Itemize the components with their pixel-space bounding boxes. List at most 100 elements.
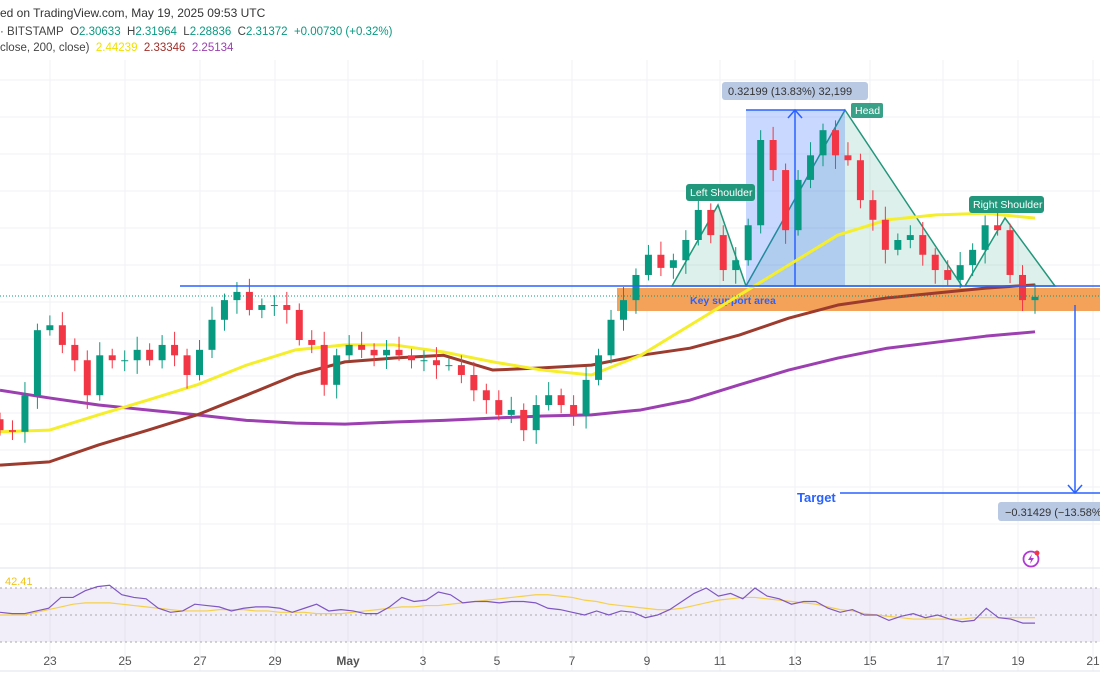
close-label: C — [237, 26, 246, 38]
candle — [196, 340, 204, 381]
time-axis[interactable]: 23 25 27 29 May 3 5 7 9 11 13 15 17 19 21 — [43, 654, 1100, 668]
candle — [495, 390, 503, 421]
candle-body — [8, 430, 16, 432]
candles — [0, 120, 1039, 444]
candle-body — [482, 390, 490, 401]
candle — [0, 412, 4, 436]
candle-body — [158, 344, 166, 361]
candle-body — [333, 355, 341, 385]
x-tick-label: 11 — [714, 654, 727, 668]
candle — [831, 120, 839, 169]
x-tick-label: 19 — [1011, 654, 1025, 668]
candle-body — [619, 300, 627, 320]
candle-body — [445, 365, 453, 367]
candle-body — [507, 409, 515, 415]
candle-body — [919, 235, 927, 255]
candle — [133, 336, 141, 374]
measure-arrowhead-icon — [787, 108, 803, 119]
candle-body — [944, 270, 952, 280]
candle — [71, 338, 79, 372]
candle — [8, 420, 16, 441]
candle — [333, 348, 341, 399]
candle — [507, 396, 515, 424]
candle-body — [320, 344, 328, 385]
candle — [644, 244, 652, 281]
candle — [757, 130, 765, 234]
candle-body — [582, 379, 590, 415]
candle-body — [881, 219, 889, 250]
candle-body — [682, 240, 690, 261]
candle — [408, 348, 416, 369]
candle-body — [1019, 274, 1027, 301]
grid — [0, 60, 1100, 671]
left-shoulder-label-box — [686, 184, 755, 201]
candle-body — [931, 254, 939, 271]
candle — [607, 309, 615, 364]
ma200-value: 2.25134 — [191, 42, 234, 54]
candle-body — [220, 300, 228, 320]
target-measure-label: −0.31429 (−13.58%) — [1005, 507, 1100, 519]
candle — [807, 142, 815, 189]
x-tick-label: 21 — [1086, 654, 1100, 668]
candle — [619, 287, 627, 331]
candle — [482, 383, 490, 414]
candle-body — [769, 140, 777, 171]
candle — [669, 253, 677, 279]
candle-body — [457, 365, 465, 375]
candle-body — [545, 395, 553, 406]
candle-body — [295, 309, 303, 341]
candle — [657, 241, 665, 277]
candle — [220, 293, 228, 331]
rsi-ma-line — [0, 594, 1035, 620]
right-shoulder-label-box — [969, 196, 1044, 213]
candle-body — [0, 419, 4, 431]
candle-body — [707, 209, 715, 236]
candle-body — [83, 360, 91, 396]
x-tick-label: 9 — [644, 654, 651, 668]
candle — [457, 355, 465, 384]
candle — [258, 298, 266, 319]
candle — [732, 247, 740, 284]
candle — [956, 252, 964, 289]
candle — [183, 348, 191, 389]
x-tick-label: 5 — [494, 654, 501, 668]
assistant-icon[interactable] — [1022, 550, 1040, 568]
candle — [632, 268, 640, 314]
candle-body — [794, 179, 802, 231]
candle-body — [358, 344, 366, 350]
candle-body — [520, 409, 528, 431]
candle-body — [1031, 296, 1039, 301]
rsi-line — [0, 584, 1035, 624]
candle-body — [894, 240, 902, 250]
candle-body — [46, 325, 54, 331]
rsi-value-label: 42.41 — [5, 576, 33, 588]
candle-body — [345, 344, 353, 356]
candle-body — [146, 349, 154, 361]
candle — [233, 282, 241, 314]
x-tick-label: 17 — [936, 654, 950, 668]
candle — [345, 335, 353, 361]
x-tick-label: May — [336, 654, 360, 668]
candle — [146, 343, 154, 366]
ma50-value: 2.44239 — [95, 42, 138, 54]
candle — [570, 395, 578, 426]
candle-body — [782, 170, 790, 231]
candle-body — [570, 405, 578, 415]
candle — [894, 233, 902, 256]
x-tick-label: 13 — [788, 654, 802, 668]
candle — [358, 331, 366, 359]
candle-body — [607, 319, 615, 356]
candle — [744, 218, 752, 266]
candle-body — [283, 305, 291, 310]
exchange: · BITSTAMP — [0, 26, 64, 38]
candle-body — [1006, 230, 1014, 275]
measure-label-box — [722, 82, 868, 100]
candle-body — [532, 405, 540, 431]
candle-body — [969, 249, 977, 266]
candle-body — [21, 395, 29, 432]
candle — [208, 306, 216, 359]
published-note: ed on TradingView.com, May 19, 2025 09:5… — [0, 6, 265, 20]
candle-body — [308, 340, 316, 345]
candle — [969, 243, 977, 277]
